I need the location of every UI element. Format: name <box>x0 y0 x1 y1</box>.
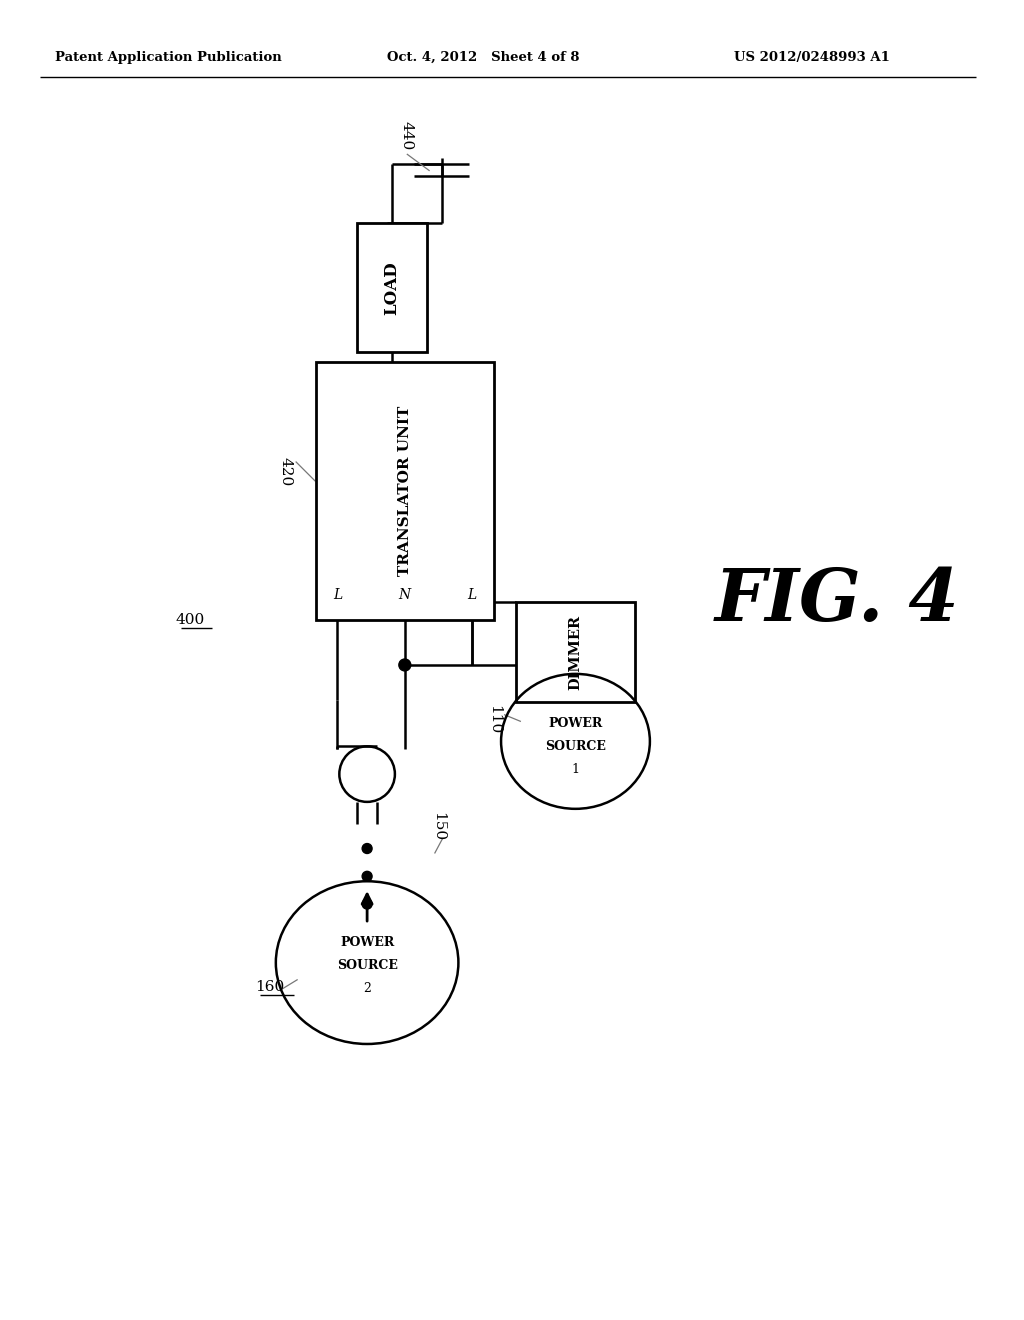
Bar <box>315 362 495 620</box>
Text: 440: 440 <box>399 121 414 150</box>
Circle shape <box>362 871 372 882</box>
Text: POWER: POWER <box>549 717 602 730</box>
Circle shape <box>399 659 411 671</box>
Text: LOAD: LOAD <box>383 261 400 314</box>
Text: L: L <box>333 589 342 602</box>
Text: 400: 400 <box>176 614 205 627</box>
Text: Oct. 4, 2012   Sheet 4 of 8: Oct. 4, 2012 Sheet 4 of 8 <box>387 51 580 65</box>
Text: 2: 2 <box>364 982 371 995</box>
Text: US 2012/0248993 A1: US 2012/0248993 A1 <box>734 51 890 65</box>
Text: 110: 110 <box>487 705 501 734</box>
Text: SOURCE: SOURCE <box>337 960 397 972</box>
Text: SOURCE: SOURCE <box>545 739 606 752</box>
Text: POWER: POWER <box>340 936 394 949</box>
Text: L: L <box>468 589 477 602</box>
Text: 160: 160 <box>255 981 285 994</box>
Text: 1: 1 <box>571 763 580 776</box>
Bar <box>516 602 635 702</box>
Text: TRANSLATOR UNIT: TRANSLATOR UNIT <box>397 407 412 577</box>
Text: 150: 150 <box>431 812 445 841</box>
Circle shape <box>362 899 372 909</box>
Bar <box>357 223 427 352</box>
Text: 420: 420 <box>279 457 293 486</box>
Text: Patent Application Publication: Patent Application Publication <box>54 51 282 65</box>
Text: FIG. 4: FIG. 4 <box>715 565 959 636</box>
Text: DIMMER: DIMMER <box>568 615 583 689</box>
Circle shape <box>362 843 372 854</box>
Text: N: N <box>398 589 411 602</box>
